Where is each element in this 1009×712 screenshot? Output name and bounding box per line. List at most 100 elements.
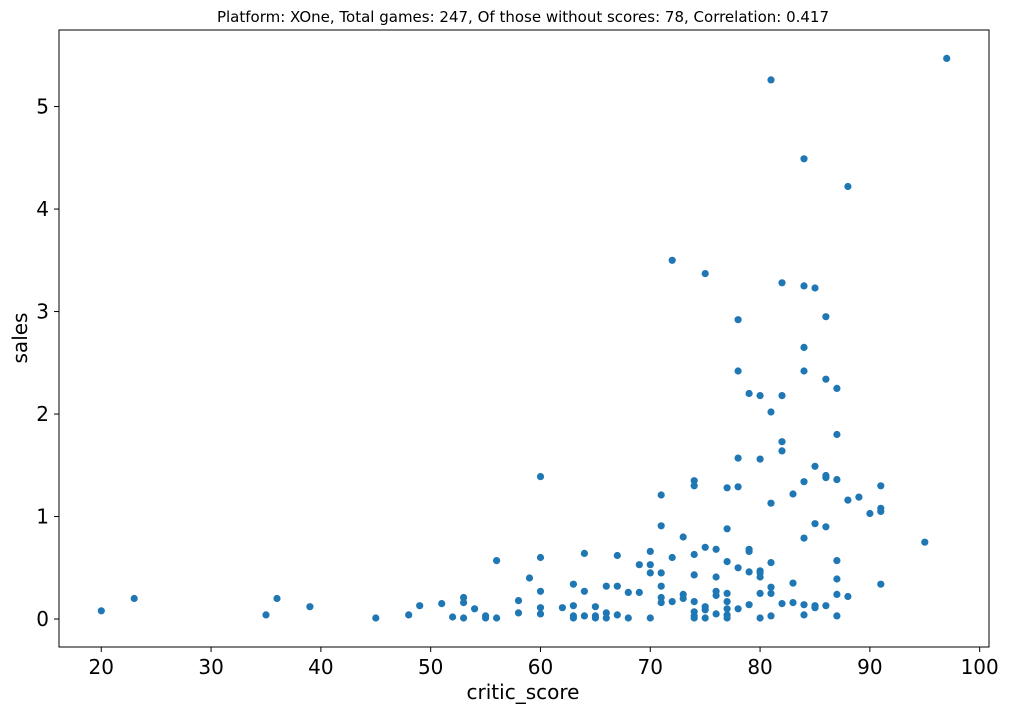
x-tick-label: 30 <box>198 655 223 679</box>
data-point <box>690 482 698 490</box>
data-point <box>734 564 742 572</box>
data-point <box>734 316 742 324</box>
data-point <box>778 438 786 446</box>
data-point <box>800 343 808 351</box>
data-point <box>536 610 545 618</box>
data-point <box>668 256 676 264</box>
data-point <box>97 607 105 615</box>
data-point <box>833 476 841 484</box>
data-point <box>372 614 380 622</box>
x-tick-label: 100 <box>961 655 999 679</box>
data-point <box>712 591 720 600</box>
data-point <box>580 587 589 595</box>
data-point <box>613 611 621 619</box>
data-point <box>536 587 545 595</box>
data-point <box>668 598 676 606</box>
data-point <box>921 538 929 546</box>
data-point <box>624 588 632 597</box>
data-point <box>690 477 698 485</box>
data-point <box>536 553 545 562</box>
data-point <box>822 375 830 383</box>
data-point <box>767 559 775 567</box>
data-point <box>679 533 687 541</box>
data-point <box>690 614 698 622</box>
data-point <box>778 600 786 608</box>
x-tick-label: 90 <box>857 655 882 679</box>
data-point <box>493 557 501 565</box>
data-point <box>635 588 643 597</box>
data-point <box>646 547 654 556</box>
data-point <box>668 553 676 562</box>
data-point <box>756 573 764 581</box>
data-point <box>580 549 589 558</box>
y-axis-label: sales <box>8 313 32 364</box>
data-point <box>822 474 830 482</box>
x-tick-label: 60 <box>528 655 553 679</box>
axis-ticks: 20 30 40 50 60 70 80 90 100 0 1 2 3 4 5 <box>36 95 998 679</box>
data-point <box>767 408 775 416</box>
data-point <box>712 573 720 581</box>
x-tick-label: 40 <box>308 655 333 679</box>
data-point <box>723 589 731 598</box>
data-point <box>723 614 731 622</box>
data-point <box>778 447 786 455</box>
data-point <box>493 614 501 622</box>
data-point <box>844 496 852 504</box>
data-point <box>723 558 731 566</box>
data-point <box>778 392 786 400</box>
data-point <box>514 597 523 605</box>
data-point <box>591 614 600 622</box>
data-point <box>756 455 764 463</box>
data-point <box>723 525 731 533</box>
data-point <box>943 54 951 63</box>
data-point <box>789 599 797 607</box>
data-point <box>624 614 632 622</box>
x-tick-label: 70 <box>638 655 663 679</box>
data-point <box>657 569 665 577</box>
data-point <box>811 604 819 612</box>
data-point <box>734 483 742 491</box>
data-point <box>602 609 610 617</box>
data-point <box>558 604 567 612</box>
data-point <box>877 580 885 588</box>
data-point <box>789 579 797 587</box>
data-point <box>460 593 468 602</box>
data-point <box>822 602 830 610</box>
y-tick-label: 2 <box>36 402 49 426</box>
data-point <box>800 534 808 542</box>
data-point <box>460 599 468 607</box>
x-tick-label: 80 <box>747 655 772 679</box>
y-tick-label: 5 <box>36 95 49 119</box>
data-point <box>800 282 808 290</box>
data-point <box>778 279 786 287</box>
data-point <box>657 599 665 607</box>
data-point <box>514 609 523 617</box>
data-point <box>833 557 841 565</box>
data-point <box>844 592 852 601</box>
data-point <box>712 545 720 553</box>
data-point <box>756 589 764 598</box>
data-point <box>866 509 874 518</box>
data-point <box>690 571 698 579</box>
x-tick-label: 50 <box>418 655 443 679</box>
data-point <box>701 614 709 622</box>
data-point <box>657 491 665 499</box>
data-point <box>745 545 753 553</box>
data-point <box>844 182 852 191</box>
data-point <box>800 367 808 375</box>
data-point <box>646 614 654 622</box>
data-point <box>701 270 709 278</box>
data-point <box>734 605 742 613</box>
data-point <box>745 568 753 576</box>
data-point <box>657 593 665 602</box>
data-point <box>657 522 665 530</box>
data-point <box>811 462 819 470</box>
data-point <box>767 76 775 84</box>
data-point <box>646 561 654 569</box>
data-point <box>438 600 446 608</box>
x-tick-label: 20 <box>89 655 114 679</box>
data-point <box>800 611 808 619</box>
data-point <box>569 614 578 622</box>
data-point <box>701 543 709 551</box>
